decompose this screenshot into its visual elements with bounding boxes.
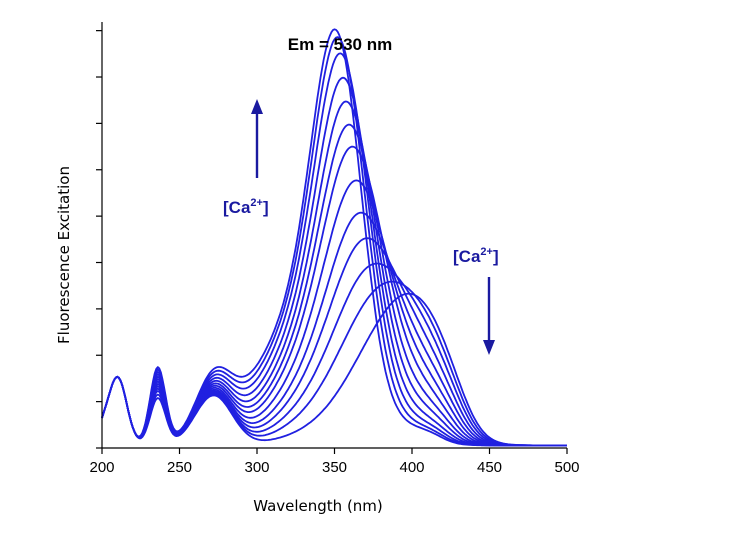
x-tick-label: 200 [89, 459, 114, 476]
series-group [101, 28, 567, 447]
down-arrow [483, 277, 495, 355]
x-tick-label: 250 [167, 459, 192, 476]
x-tick-label: 450 [477, 459, 502, 476]
chart-title: Em = 530 nm [288, 35, 392, 54]
x-tick-label: 500 [554, 459, 579, 476]
series-line-12 [101, 28, 567, 447]
calcium-label-up: [Ca2+] [223, 197, 269, 217]
calcium-label-down: [Ca2+] [453, 246, 499, 266]
x-tick-label: 350 [322, 459, 347, 476]
y-axis-title: Fluorescence Excitation [55, 166, 73, 344]
y-ticks [96, 30, 102, 449]
x-axis-title: Wavelength (nm) [253, 497, 383, 515]
up-arrow [251, 99, 263, 178]
x-tick-label: 400 [399, 459, 424, 476]
x-ticks: 200 250 300 350 400 450 500 [89, 448, 580, 476]
x-tick-label: 300 [244, 459, 269, 476]
